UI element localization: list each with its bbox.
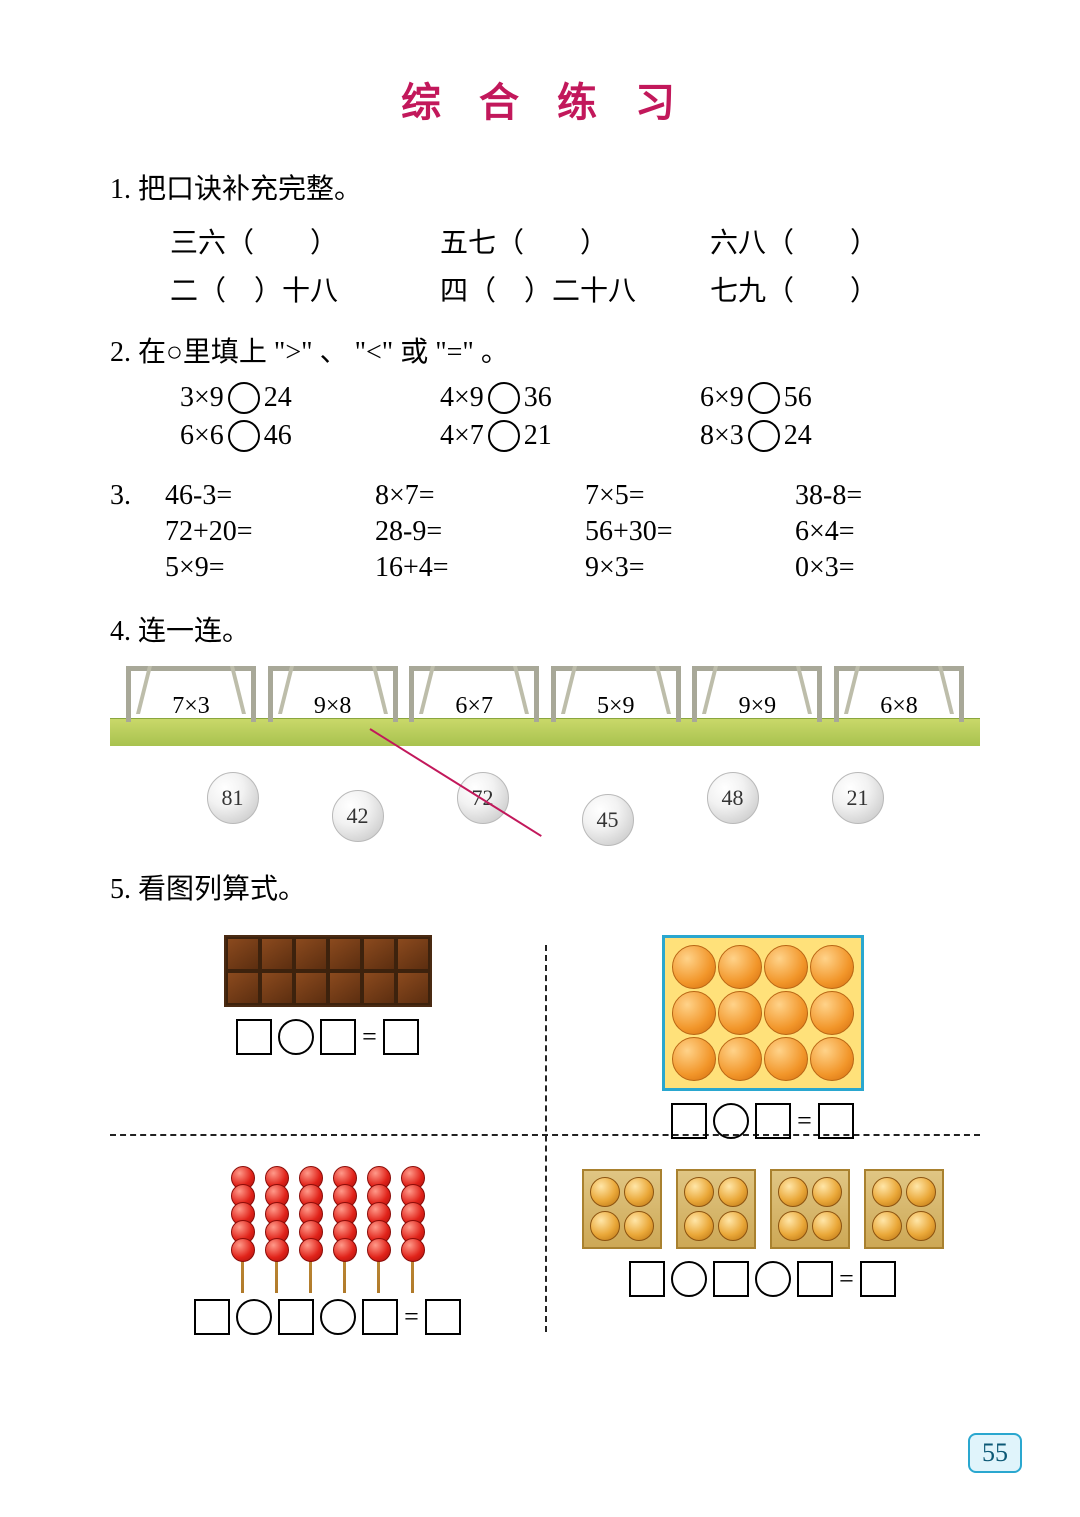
eq-long-2: =	[629, 1261, 896, 1297]
q5-cakes-cell: =	[545, 1153, 980, 1349]
q5: 5. 看图列算式。 = = = =	[110, 868, 980, 1349]
ball: 48	[707, 772, 759, 824]
q3: 3. 46-3=8×7=7×5=38-8=72+20=28-9=56+30=6×…	[110, 474, 980, 588]
goal: 9×9	[688, 664, 826, 726]
q5-tanghulu-cell: =	[110, 1153, 545, 1349]
q2-num: 2.	[110, 337, 131, 368]
goal: 6×7	[405, 664, 543, 726]
ball: 45	[582, 794, 634, 846]
orange-tray	[662, 935, 864, 1091]
goal: 5×9	[547, 664, 685, 726]
q1-r1c1: 三六（ ）	[170, 221, 440, 261]
q5-num: 5.	[110, 874, 131, 905]
ball: 81	[207, 772, 259, 824]
eq-simple-2: =	[671, 1103, 854, 1139]
q1-num: 1.	[110, 174, 131, 205]
page-title: 综 合 练 习	[110, 70, 980, 128]
ball: 42	[332, 790, 384, 842]
page-number: 55	[968, 1433, 1022, 1473]
ball: 21	[832, 772, 884, 824]
q5-oranges-cell: =	[545, 919, 980, 1153]
q1-r1c3: 六八（ ）	[710, 221, 980, 261]
tanghulu-row	[231, 1169, 425, 1287]
eq-long-1: =	[194, 1299, 461, 1335]
goal: 6×8	[830, 664, 968, 726]
q2: 2. 在○里填上 ">" 、 "<" 或 "=" 。 3×9 244×9 366…	[110, 331, 980, 452]
chocolate-bar	[224, 935, 432, 1007]
goal: 9×8	[264, 664, 402, 726]
q1-r2c1: 二（ ）十八	[170, 269, 440, 309]
q3-num: 3.	[110, 474, 131, 519]
q1-prompt: 把口诀补充完整。	[138, 174, 362, 205]
q1-r2c3: 七九（ ）	[710, 269, 980, 309]
q4-num: 4.	[110, 616, 131, 647]
q4: 4. 连一连。 7×39×86×75×99×96×8 814272454821	[110, 610, 980, 847]
q5-choco-cell: =	[110, 919, 545, 1153]
q1-r2c2: 四（ ）二十八	[440, 269, 710, 309]
cakes-row	[582, 1169, 944, 1249]
q5-prompt: 看图列算式。	[138, 874, 306, 905]
q2-prompt: 在○里填上 ">" 、 "<" 或 "=" 。	[138, 337, 509, 368]
q1-r1c2: 五七（ ）	[440, 221, 710, 261]
q4-prompt: 连一连。	[138, 616, 250, 647]
eq-simple-1: =	[236, 1019, 419, 1055]
q1: 1. 把口诀补充完整。 三六（ ） 五七（ ） 六八（ ） 二（ ）十八 四（ …	[110, 168, 980, 309]
goal: 7×3	[122, 664, 260, 726]
